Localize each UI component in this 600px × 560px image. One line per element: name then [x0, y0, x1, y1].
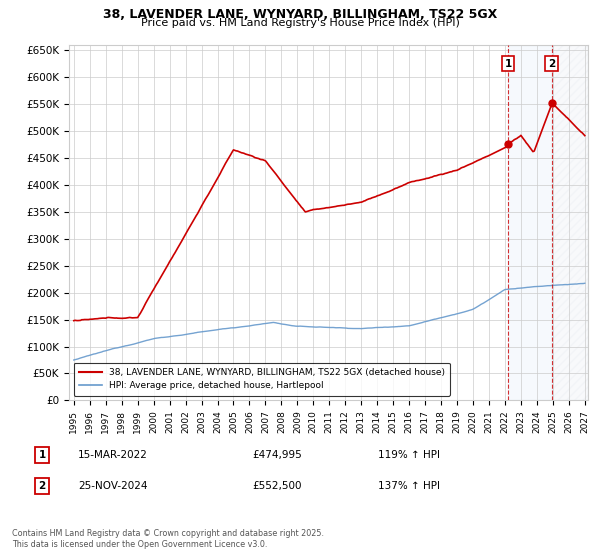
Text: Price paid vs. HM Land Registry's House Price Index (HPI): Price paid vs. HM Land Registry's House …: [140, 18, 460, 28]
Text: 1: 1: [38, 450, 46, 460]
Text: 119% ↑ HPI: 119% ↑ HPI: [378, 450, 440, 460]
Bar: [551, 45, 588, 400]
Text: 25-NOV-2024: 25-NOV-2024: [78, 481, 148, 491]
Text: 1: 1: [505, 59, 512, 69]
Text: 15-MAR-2022: 15-MAR-2022: [78, 450, 148, 460]
Legend: 38, LAVENDER LANE, WYNYARD, BILLINGHAM, TS22 5GX (detached house), HPI: Average : 38, LAVENDER LANE, WYNYARD, BILLINGHAM, …: [74, 362, 450, 396]
Text: 2: 2: [548, 59, 555, 69]
Text: £474,995: £474,995: [252, 450, 302, 460]
Text: 2: 2: [38, 481, 46, 491]
Text: 38, LAVENDER LANE, WYNYARD, BILLINGHAM, TS22 5GX: 38, LAVENDER LANE, WYNYARD, BILLINGHAM, …: [103, 8, 497, 21]
Text: 137% ↑ HPI: 137% ↑ HPI: [378, 481, 440, 491]
Text: Contains HM Land Registry data © Crown copyright and database right 2025.
This d: Contains HM Land Registry data © Crown c…: [12, 529, 324, 549]
Text: £552,500: £552,500: [252, 481, 302, 491]
Bar: [508, 45, 551, 400]
